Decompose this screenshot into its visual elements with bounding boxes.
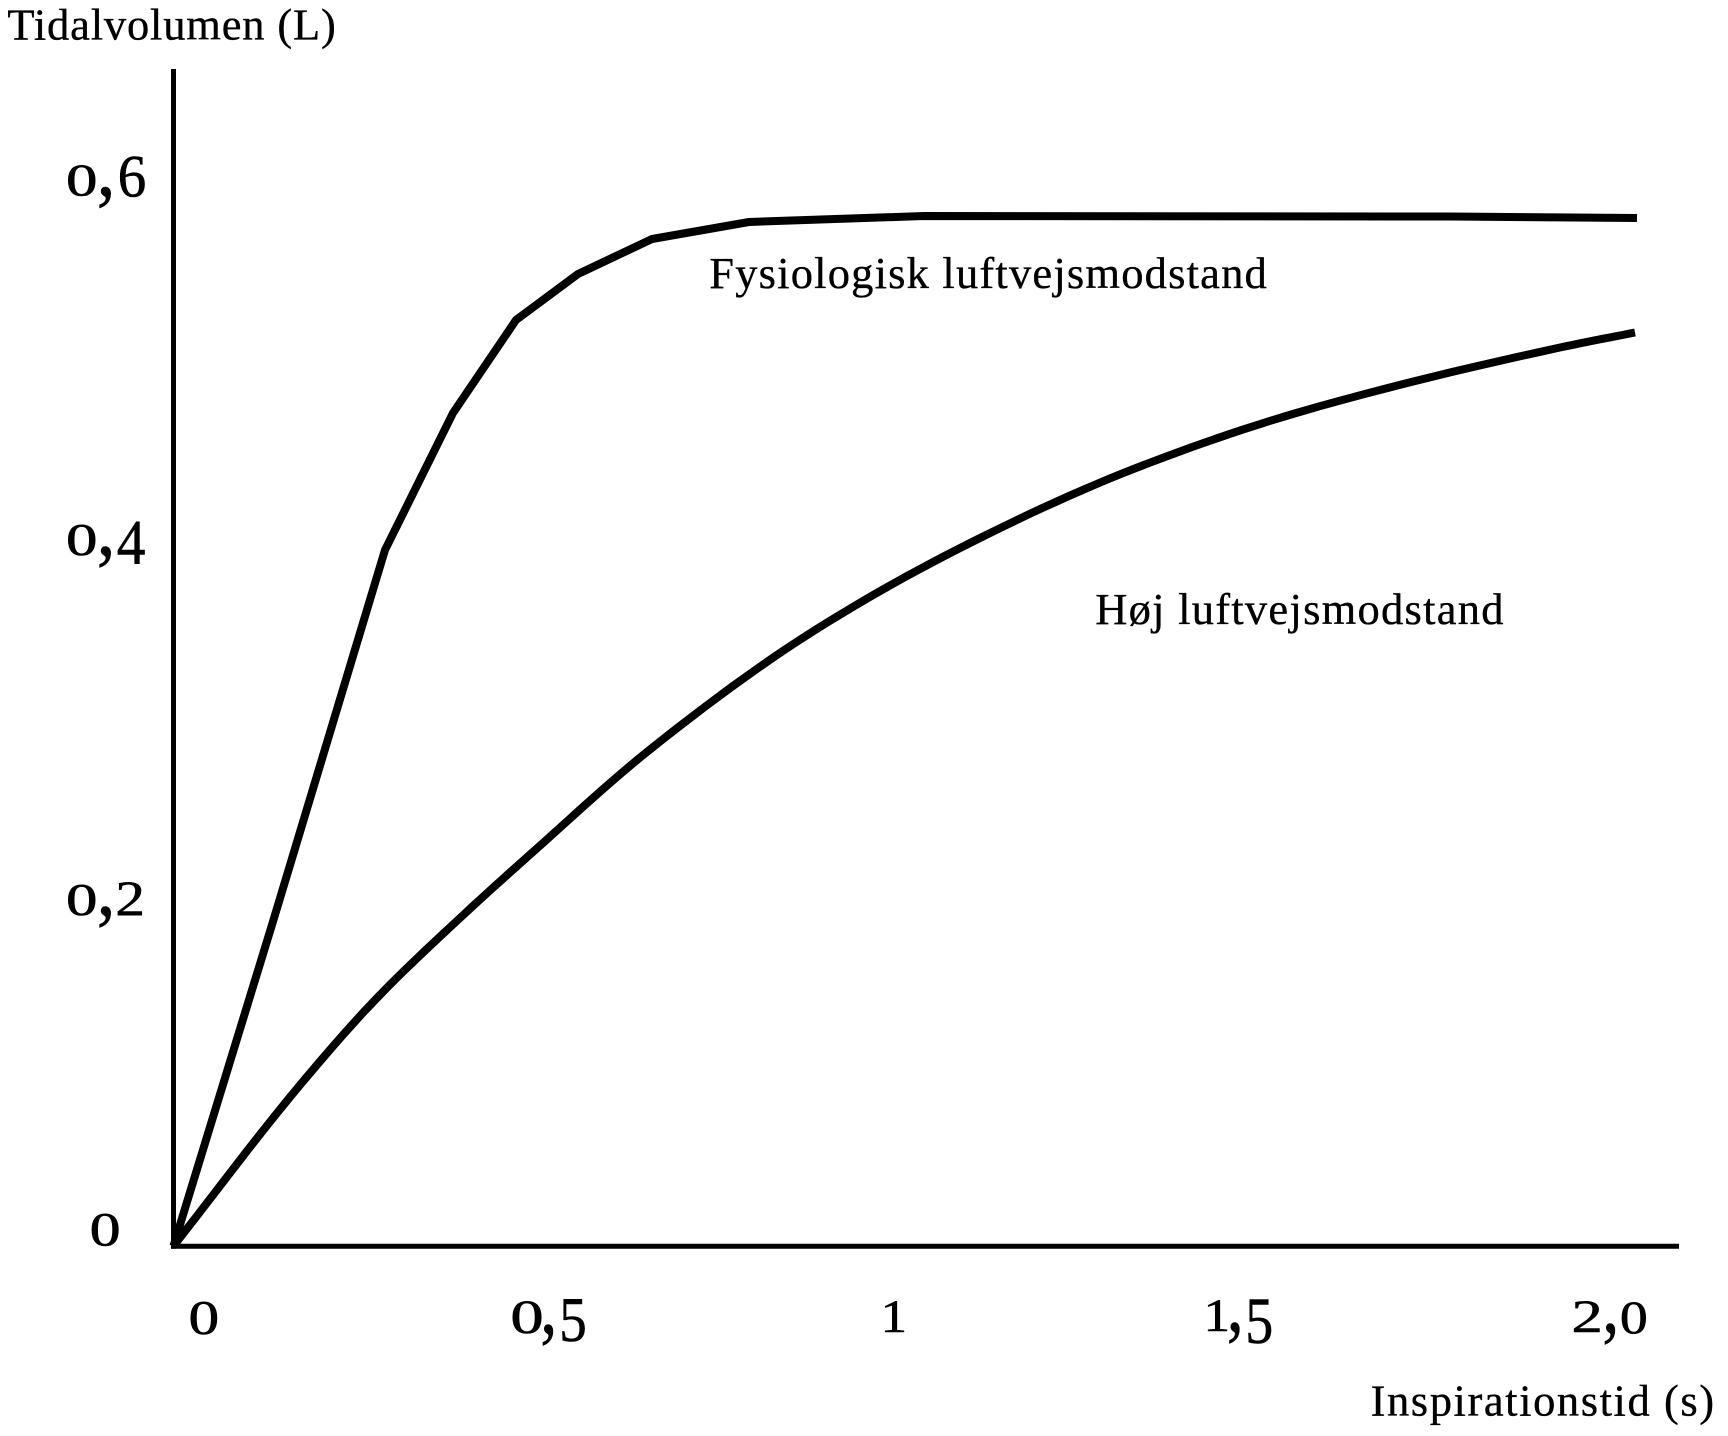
svg-text:0: 0 [66, 156, 98, 206]
svg-text:1: 1 [1204, 1290, 1231, 1341]
svg-text:6: 6 [118, 143, 147, 209]
svg-text:,: , [97, 842, 116, 933]
svg-text:0: 0 [510, 1291, 543, 1344]
svg-text:0: 0 [189, 1292, 220, 1345]
svg-text:Tidalvolumen (L): Tidalvolumen (L) [7, 0, 335, 50]
svg-text:Høj luftvejsmodstand: Høj luftvejsmodstand [1095, 584, 1503, 634]
svg-text:Fysiologisk luftvejsmodstand: Fysiologisk luftvejsmodstand [709, 248, 1267, 298]
svg-text:2: 2 [1572, 1291, 1603, 1343]
svg-text:0: 0 [66, 875, 98, 925]
svg-text:5: 5 [1245, 1285, 1273, 1358]
svg-text:,: , [540, 1260, 557, 1351]
svg-text:,: , [1602, 1259, 1619, 1350]
svg-text:,: , [1227, 1258, 1244, 1349]
svg-text:,: , [97, 482, 116, 573]
svg-text:0: 0 [66, 515, 98, 565]
svg-text:1: 1 [881, 1291, 907, 1343]
svg-text:5: 5 [559, 1284, 587, 1355]
svg-text:Inspirationstid (s): Inspirationstid (s) [1371, 1375, 1715, 1425]
svg-text:0: 0 [90, 1205, 121, 1257]
svg-text:,: , [97, 123, 116, 214]
svg-text:2: 2 [115, 871, 145, 926]
svg-text:0: 0 [1620, 1292, 1648, 1344]
svg-text:4: 4 [117, 507, 146, 577]
